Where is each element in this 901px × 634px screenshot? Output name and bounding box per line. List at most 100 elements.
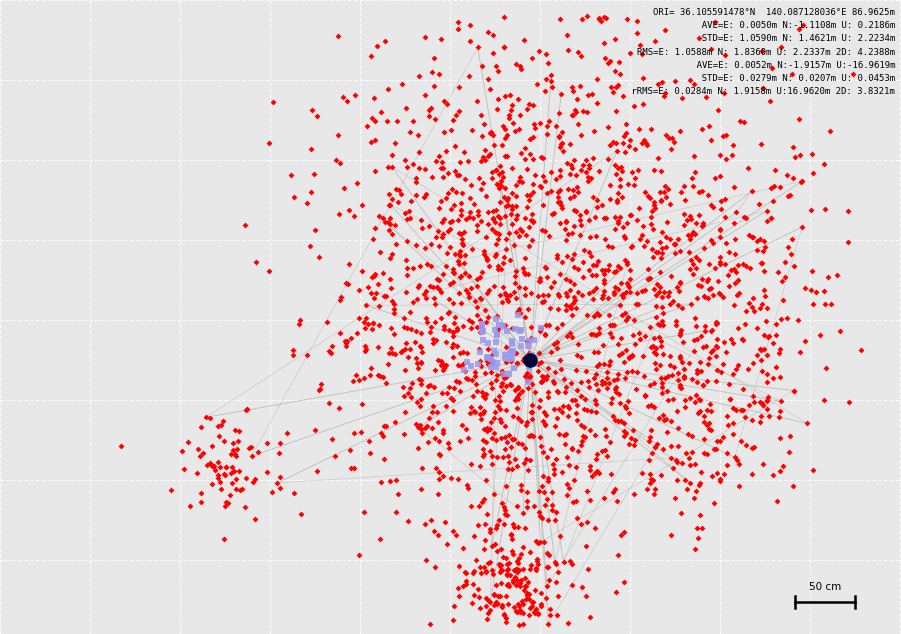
Point (496, 192, 511, 202)
Point (414, 424, 428, 434)
Point (573, 377, 587, 387)
Point (517, 269, 532, 280)
Point (450, 23, 465, 34)
Point (450, 325, 465, 335)
Point (773, 344, 787, 354)
Point (409, 326, 423, 336)
Point (514, 485, 528, 495)
Point (506, 602, 521, 612)
Point (608, 415, 623, 425)
Point (648, 442, 662, 452)
Point (458, 250, 472, 261)
Point (451, 561, 466, 571)
Point (394, 189, 408, 199)
Point (641, 236, 655, 246)
Point (589, 370, 604, 380)
Point (742, 230, 756, 240)
Point (538, 329, 552, 339)
Point (314, 379, 328, 389)
Point (216, 436, 231, 446)
Point (477, 562, 491, 572)
Point (554, 407, 569, 417)
Point (482, 261, 496, 271)
Point (470, 385, 485, 396)
Point (473, 401, 487, 411)
Point (372, 320, 387, 330)
Point (551, 108, 566, 118)
Point (216, 469, 231, 479)
Point (435, 425, 450, 435)
Point (496, 282, 510, 292)
Point (505, 118, 520, 128)
Point (607, 212, 622, 223)
Point (578, 366, 593, 377)
Point (388, 219, 403, 230)
Point (384, 343, 398, 353)
Point (654, 336, 669, 346)
Point (653, 281, 668, 292)
Point (659, 232, 673, 242)
Point (701, 292, 715, 302)
Point (558, 387, 572, 397)
Point (494, 564, 508, 574)
Point (562, 483, 577, 493)
Point (714, 204, 728, 214)
Point (605, 320, 619, 330)
Point (611, 369, 625, 379)
Point (484, 417, 498, 427)
Point (655, 227, 669, 237)
Point (528, 608, 542, 618)
Point (358, 323, 372, 333)
Point (464, 361, 478, 371)
Point (262, 266, 277, 276)
Point (265, 487, 279, 497)
Point (372, 211, 387, 221)
Point (710, 468, 724, 478)
Point (494, 560, 508, 571)
Point (451, 228, 466, 238)
Point (688, 262, 703, 273)
Point (569, 512, 584, 522)
Point (520, 190, 534, 200)
Point (523, 215, 538, 225)
Point (569, 295, 583, 305)
Point (433, 360, 448, 370)
Point (460, 480, 475, 490)
Point (509, 580, 523, 590)
Point (472, 501, 487, 511)
Point (512, 620, 526, 630)
Point (745, 231, 760, 242)
Point (768, 165, 782, 175)
Point (652, 236, 667, 247)
Point (399, 162, 414, 172)
Point (689, 368, 704, 378)
Point (507, 240, 522, 250)
Point (487, 428, 501, 438)
Point (678, 394, 692, 404)
Point (445, 339, 460, 349)
Point (412, 280, 426, 290)
Point (458, 174, 472, 184)
Point (542, 303, 557, 313)
Point (663, 359, 678, 370)
Point (489, 239, 504, 249)
Point (587, 153, 601, 164)
Point (731, 275, 745, 285)
Point (597, 444, 612, 455)
Point (683, 477, 697, 488)
Point (448, 312, 462, 322)
Point (553, 355, 568, 365)
Point (455, 321, 469, 332)
Point (548, 368, 562, 378)
Point (553, 197, 568, 207)
Point (652, 287, 667, 297)
Point (598, 424, 613, 434)
Point (673, 328, 687, 339)
Point (433, 450, 448, 460)
Point (595, 376, 609, 386)
Point (467, 590, 481, 600)
Point (668, 247, 682, 257)
Point (660, 427, 675, 437)
Point (242, 443, 257, 453)
Point (681, 429, 696, 439)
